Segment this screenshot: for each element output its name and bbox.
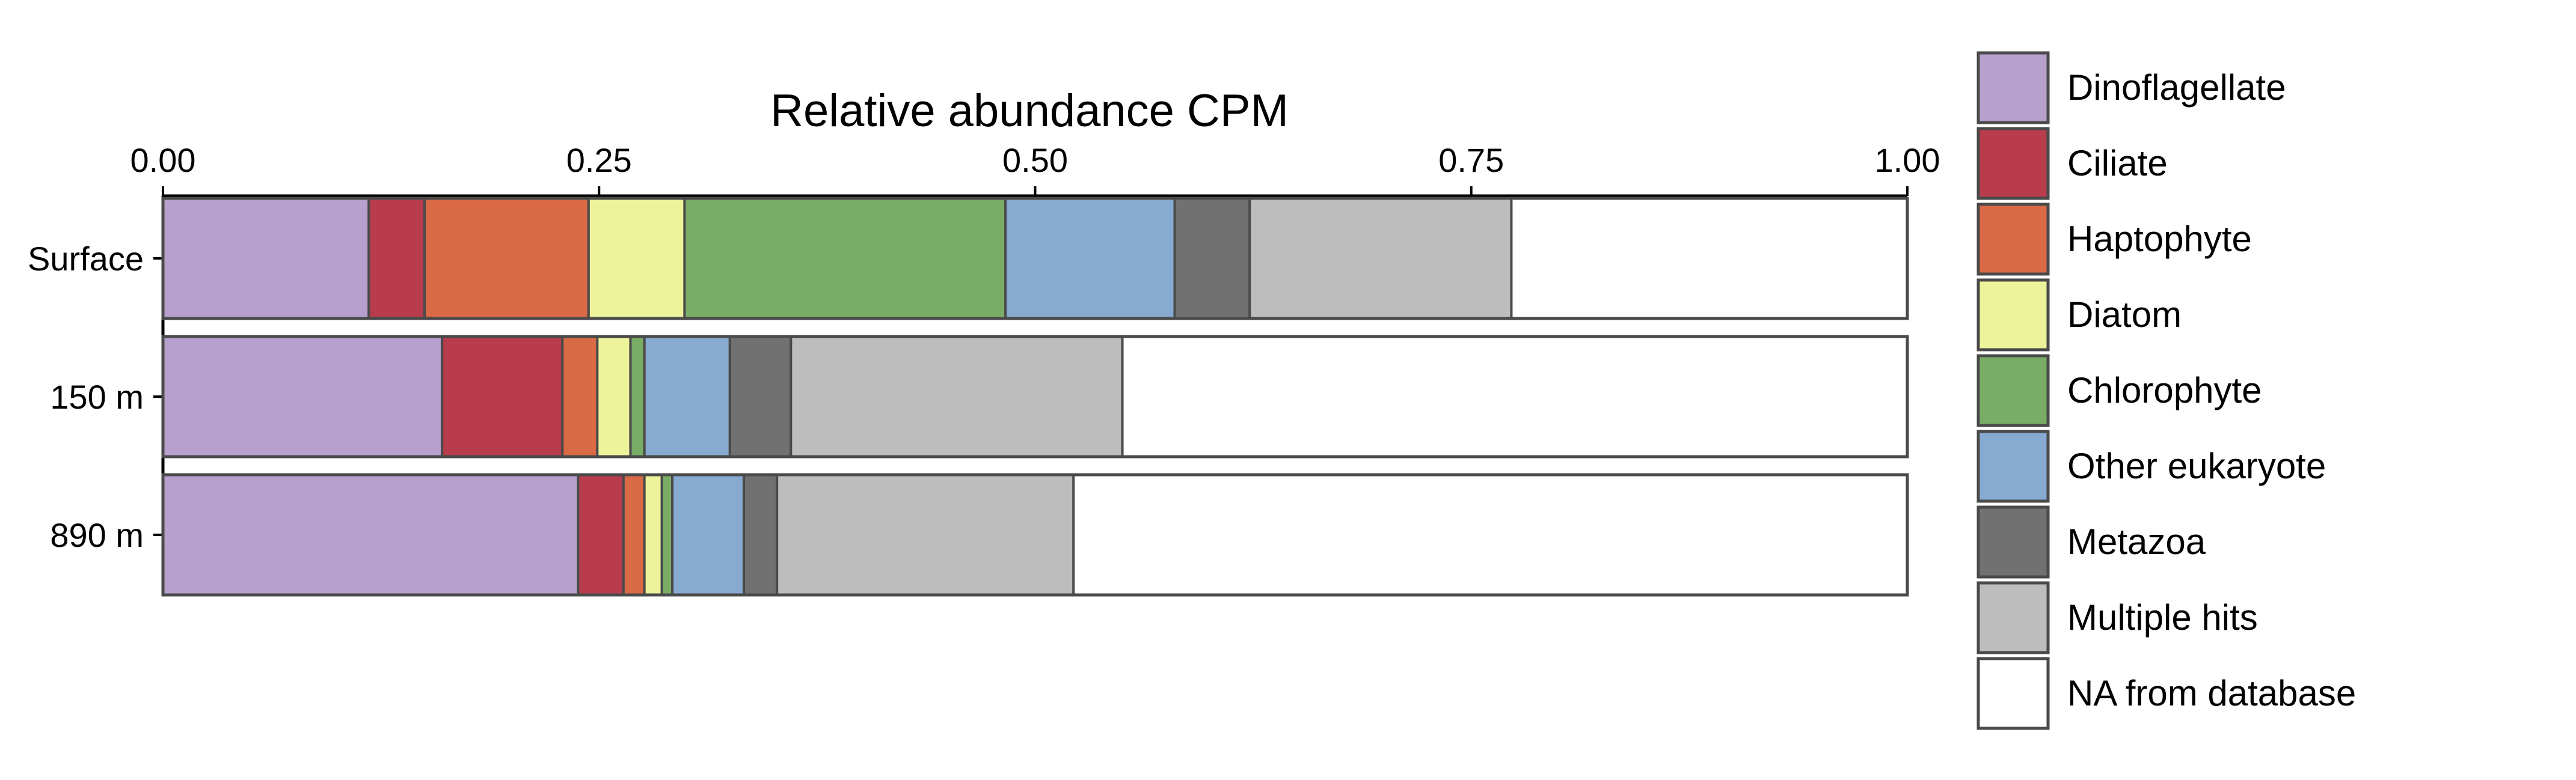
y-axis: Surface 150 m 890 m [28,196,165,595]
bar-segment-haptophyte [423,197,590,320]
bar-segment-multiple-hits [1248,197,1513,320]
bar-segment-metazoa [743,474,779,596]
legend-swatch [1976,430,2050,503]
legend-item-ciliate: Ciliate [1976,127,2168,200]
y-category-label: Surface [28,240,144,278]
x-axis: 0.00 0.25 0.50 0.75 1.00 [130,141,1940,198]
x-tick-label: 0.50 [1002,141,1068,179]
bar-segment-diatom [596,335,632,458]
bar-segment-other-eukaryote [1004,197,1176,320]
legend-label: NA from database [2067,673,2356,713]
legend-swatch [1976,354,2050,427]
bar-segment-other-eukaryote [643,335,731,458]
legend-item-dinoflagellate: Dinoflagellate [1976,51,2286,124]
legend-label: Haptophyte [2067,219,2252,259]
legend-swatch [1976,581,2050,654]
bar-segment-metazoa [728,335,793,458]
bar-segment-na-from-database [1510,197,1909,320]
bar-segment-diatom [587,197,686,320]
legend-label: Dinoflagellate [2067,67,2286,108]
legend-item-haptophyte: Haptophyte [1976,203,2252,276]
legend-label: Multiple hits [2067,597,2258,638]
bar-frame [161,197,1909,320]
legend-swatch [1976,657,2050,730]
legend-label: Ciliate [2067,143,2168,183]
bar-segment-ciliate [441,335,564,458]
bar-frame [161,335,1909,459]
bar-segment-dinoflagellate [162,474,580,596]
x-tick-label: 0.25 [566,141,632,179]
legend-label: Other eukaryote [2067,446,2326,486]
bar-segment-chlorophyte [629,335,646,458]
bar-segment-dinoflagellate [162,335,444,458]
legend-item-other-eukaryote: Other eukaryote [1976,430,2326,503]
bar-frame [161,473,1909,597]
x-tick-label: 0.00 [130,141,196,179]
bar-segment-haptophyte [622,474,646,596]
bars [161,197,1909,597]
bar-segment-chlorophyte [660,474,674,596]
legend-item-na-from-database: NA from database [1976,657,2356,730]
bar-segment-na-from-database [1121,335,1909,458]
y-category-label: 150 m [50,378,144,416]
x-tick-label: 1.00 [1875,141,1940,179]
bar-row-890-m [161,473,1909,597]
chart-title: Relative abundance CPM [770,85,1289,136]
legend-swatch [1976,505,2050,579]
bar-row-surface [161,197,1909,320]
bar-segment-chlorophyte [683,197,1007,320]
legend-item-multiple-hits: Multiple hits [1976,581,2258,654]
bar-segment-diatom [643,474,663,596]
legend-label: Chlorophyte [2067,370,2262,410]
y-category-label: 890 m [50,516,144,554]
x-tick-label: 0.75 [1438,141,1504,179]
bar-segment-na-from-database [1072,474,1909,596]
bar-segment-multiple-hits [790,335,1124,458]
bar-row-150-m [161,335,1909,459]
bar-segment-haptophyte [561,335,599,458]
legend-swatch [1976,51,2050,124]
legend-item-chlorophyte: Chlorophyte [1976,354,2262,427]
legend-item-metazoa: Metazoa [1976,505,2206,579]
legend: Dinoflagellate Ciliate Haptophyte Diatom Chl… [1976,51,2356,730]
legend-label: Metazoa [2067,522,2206,562]
legend-item-diatom: Diatom [1976,278,2182,352]
bar-segment-metazoa [1173,197,1251,320]
bar-segment-multiple-hits [776,474,1075,596]
legend-swatch [1976,278,2050,352]
bar-segment-ciliate [367,197,426,320]
legend-swatch [1976,203,2050,276]
bar-segment-ciliate [577,474,625,596]
bar-segment-other-eukaryote [671,474,746,596]
bar-segment-dinoflagellate [162,197,370,320]
legend-label: Diatom [2067,294,2182,335]
legend-swatch [1976,127,2050,200]
